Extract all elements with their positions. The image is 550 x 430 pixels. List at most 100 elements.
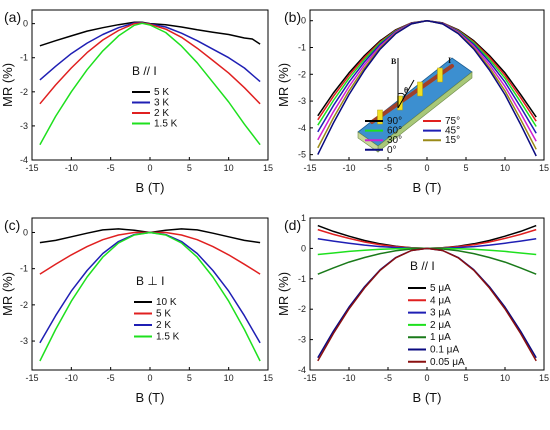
x-tick-label: 5 (463, 373, 468, 383)
condition-label: B ⊥ I (136, 274, 164, 288)
field-label: B (391, 57, 397, 66)
y-axis-label: MR (%) (0, 63, 15, 107)
x-tick-label: 0 (424, 163, 429, 173)
x-tick-label: 15 (263, 373, 273, 383)
y-tick-label: -3 (20, 121, 28, 131)
x-tick-label: -5 (107, 163, 115, 173)
x-tick-label: 0 (147, 373, 152, 383)
legend-label-0: 5 μA (430, 283, 451, 294)
y-tick-label: 0 (301, 16, 306, 26)
series-line-2 (317, 237, 537, 250)
x-tick-label: -5 (384, 163, 392, 173)
y-tick-label: 0 (23, 19, 28, 29)
plot-frame (31, 217, 269, 371)
y-tick-label: -5 (298, 150, 306, 160)
y-tick-label: -1 (20, 53, 28, 63)
x-axis-label: B (T) (413, 390, 442, 405)
x-tick-label: 10 (224, 373, 234, 383)
electrode (417, 81, 423, 97)
panel-label: (d) (284, 217, 301, 233)
x-axis-label: B (T) (413, 180, 442, 195)
device-inset: Bθ I (357, 56, 473, 153)
y-axis-label: MR (%) (276, 272, 291, 316)
y-tick-label: 1 (301, 213, 306, 223)
legend-label-3: 1.5 K (156, 332, 180, 343)
panel-a: -15 -10 -5 0 5 10 15-4-3-2-10B (T)MR (%)(a)B /… (0, 9, 273, 195)
condition-label: B // I (132, 64, 157, 78)
x-tick-label: 0 (147, 163, 152, 173)
x-axis-label: B (T) (136, 180, 165, 195)
legend-label-4: 1 μA (430, 332, 451, 343)
y-tick-label: -4 (298, 365, 306, 375)
y-tick-label: 0 (301, 243, 306, 253)
y-tick-label: -2 (298, 69, 306, 79)
series-line-6 (317, 247, 537, 362)
plot-frame (309, 217, 545, 371)
legend-label-5: 15° (445, 135, 460, 146)
legend-label-5: 0.1 μA (430, 345, 459, 356)
legend-label-3: 45° (445, 126, 460, 137)
legend-label-0: 90° (387, 116, 402, 127)
series-line-3 (39, 22, 261, 146)
x-tick-label: 0 (424, 373, 429, 383)
y-tick-label: 0 (23, 227, 28, 237)
substrate-front (357, 131, 379, 153)
series-line-3 (317, 247, 537, 256)
y-tick-label: -2 (20, 300, 28, 310)
current-label: I (448, 56, 451, 65)
y-tick-label: -2 (20, 87, 28, 97)
series-line-3 (39, 231, 261, 362)
x-tick-label: -10 (65, 163, 78, 173)
x-tick-label: -5 (107, 373, 115, 383)
x-tick-label: 15 (539, 163, 549, 173)
x-tick-label: 10 (500, 163, 510, 173)
legend-label-3: 2 μA (430, 320, 451, 331)
angle-line (397, 79, 415, 109)
legend-label-2: 60° (387, 126, 402, 137)
legend-label-0: 10 K (156, 297, 177, 308)
condition-label: B // I (410, 259, 435, 273)
y-tick-label: -1 (20, 264, 28, 274)
legend-label-4: 30° (387, 135, 402, 146)
x-tick-label: 5 (187, 163, 192, 173)
plot-frame (31, 9, 269, 161)
legend-label-6: 0° (387, 145, 397, 156)
panel-b: -15 -10 -5 0 5 10 15-5-4-3-2-10B (T)MR (%)(b)B… (276, 9, 549, 195)
y-tick-label: -1 (298, 274, 306, 284)
legend-label-1: 3 K (154, 98, 169, 109)
y-tick-label: -3 (298, 335, 306, 345)
legend-label-2: 2 K (156, 320, 171, 331)
x-tick-label: 10 (224, 163, 234, 173)
legend-label-2: 2 K (154, 108, 169, 119)
legend-label-1: 75° (445, 116, 460, 127)
panel-label: (b) (284, 9, 301, 25)
y-tick-label: -4 (298, 123, 306, 133)
legend-label-1: 4 μA (430, 295, 451, 306)
x-tick-label: -15 (25, 163, 38, 173)
electrode (437, 67, 443, 83)
series-line-0 (39, 228, 261, 244)
legend-label-0: 5 K (154, 87, 169, 98)
y-axis-label: MR (%) (0, 272, 15, 316)
y-tick-label: -3 (298, 96, 306, 106)
x-tick-label: -10 (342, 373, 355, 383)
x-tick-label: 5 (463, 163, 468, 173)
x-tick-label: -15 (25, 373, 38, 383)
series-line-1 (39, 231, 261, 275)
angle-label: θ (404, 86, 408, 95)
electrode (377, 109, 383, 125)
y-tick-label: -3 (20, 336, 28, 346)
legend-label-3: 1.5 K (154, 119, 178, 130)
series-line-6 (317, 19, 537, 157)
y-tick-label: -2 (298, 304, 306, 314)
panel-label: (c) (4, 217, 20, 233)
panel-c: -15 -10 -5 0 5 10 15-3-2-10B (T)MR (%)(c)B ⊥ I… (0, 217, 273, 405)
x-axis-label: B (T) (136, 390, 165, 405)
legend-label-6: 0.05 μA (430, 357, 465, 368)
angle-arc (397, 92, 406, 97)
x-tick-label: 15 (263, 163, 273, 173)
legend-label-2: 3 μA (430, 308, 451, 319)
series-line-1 (317, 228, 537, 250)
